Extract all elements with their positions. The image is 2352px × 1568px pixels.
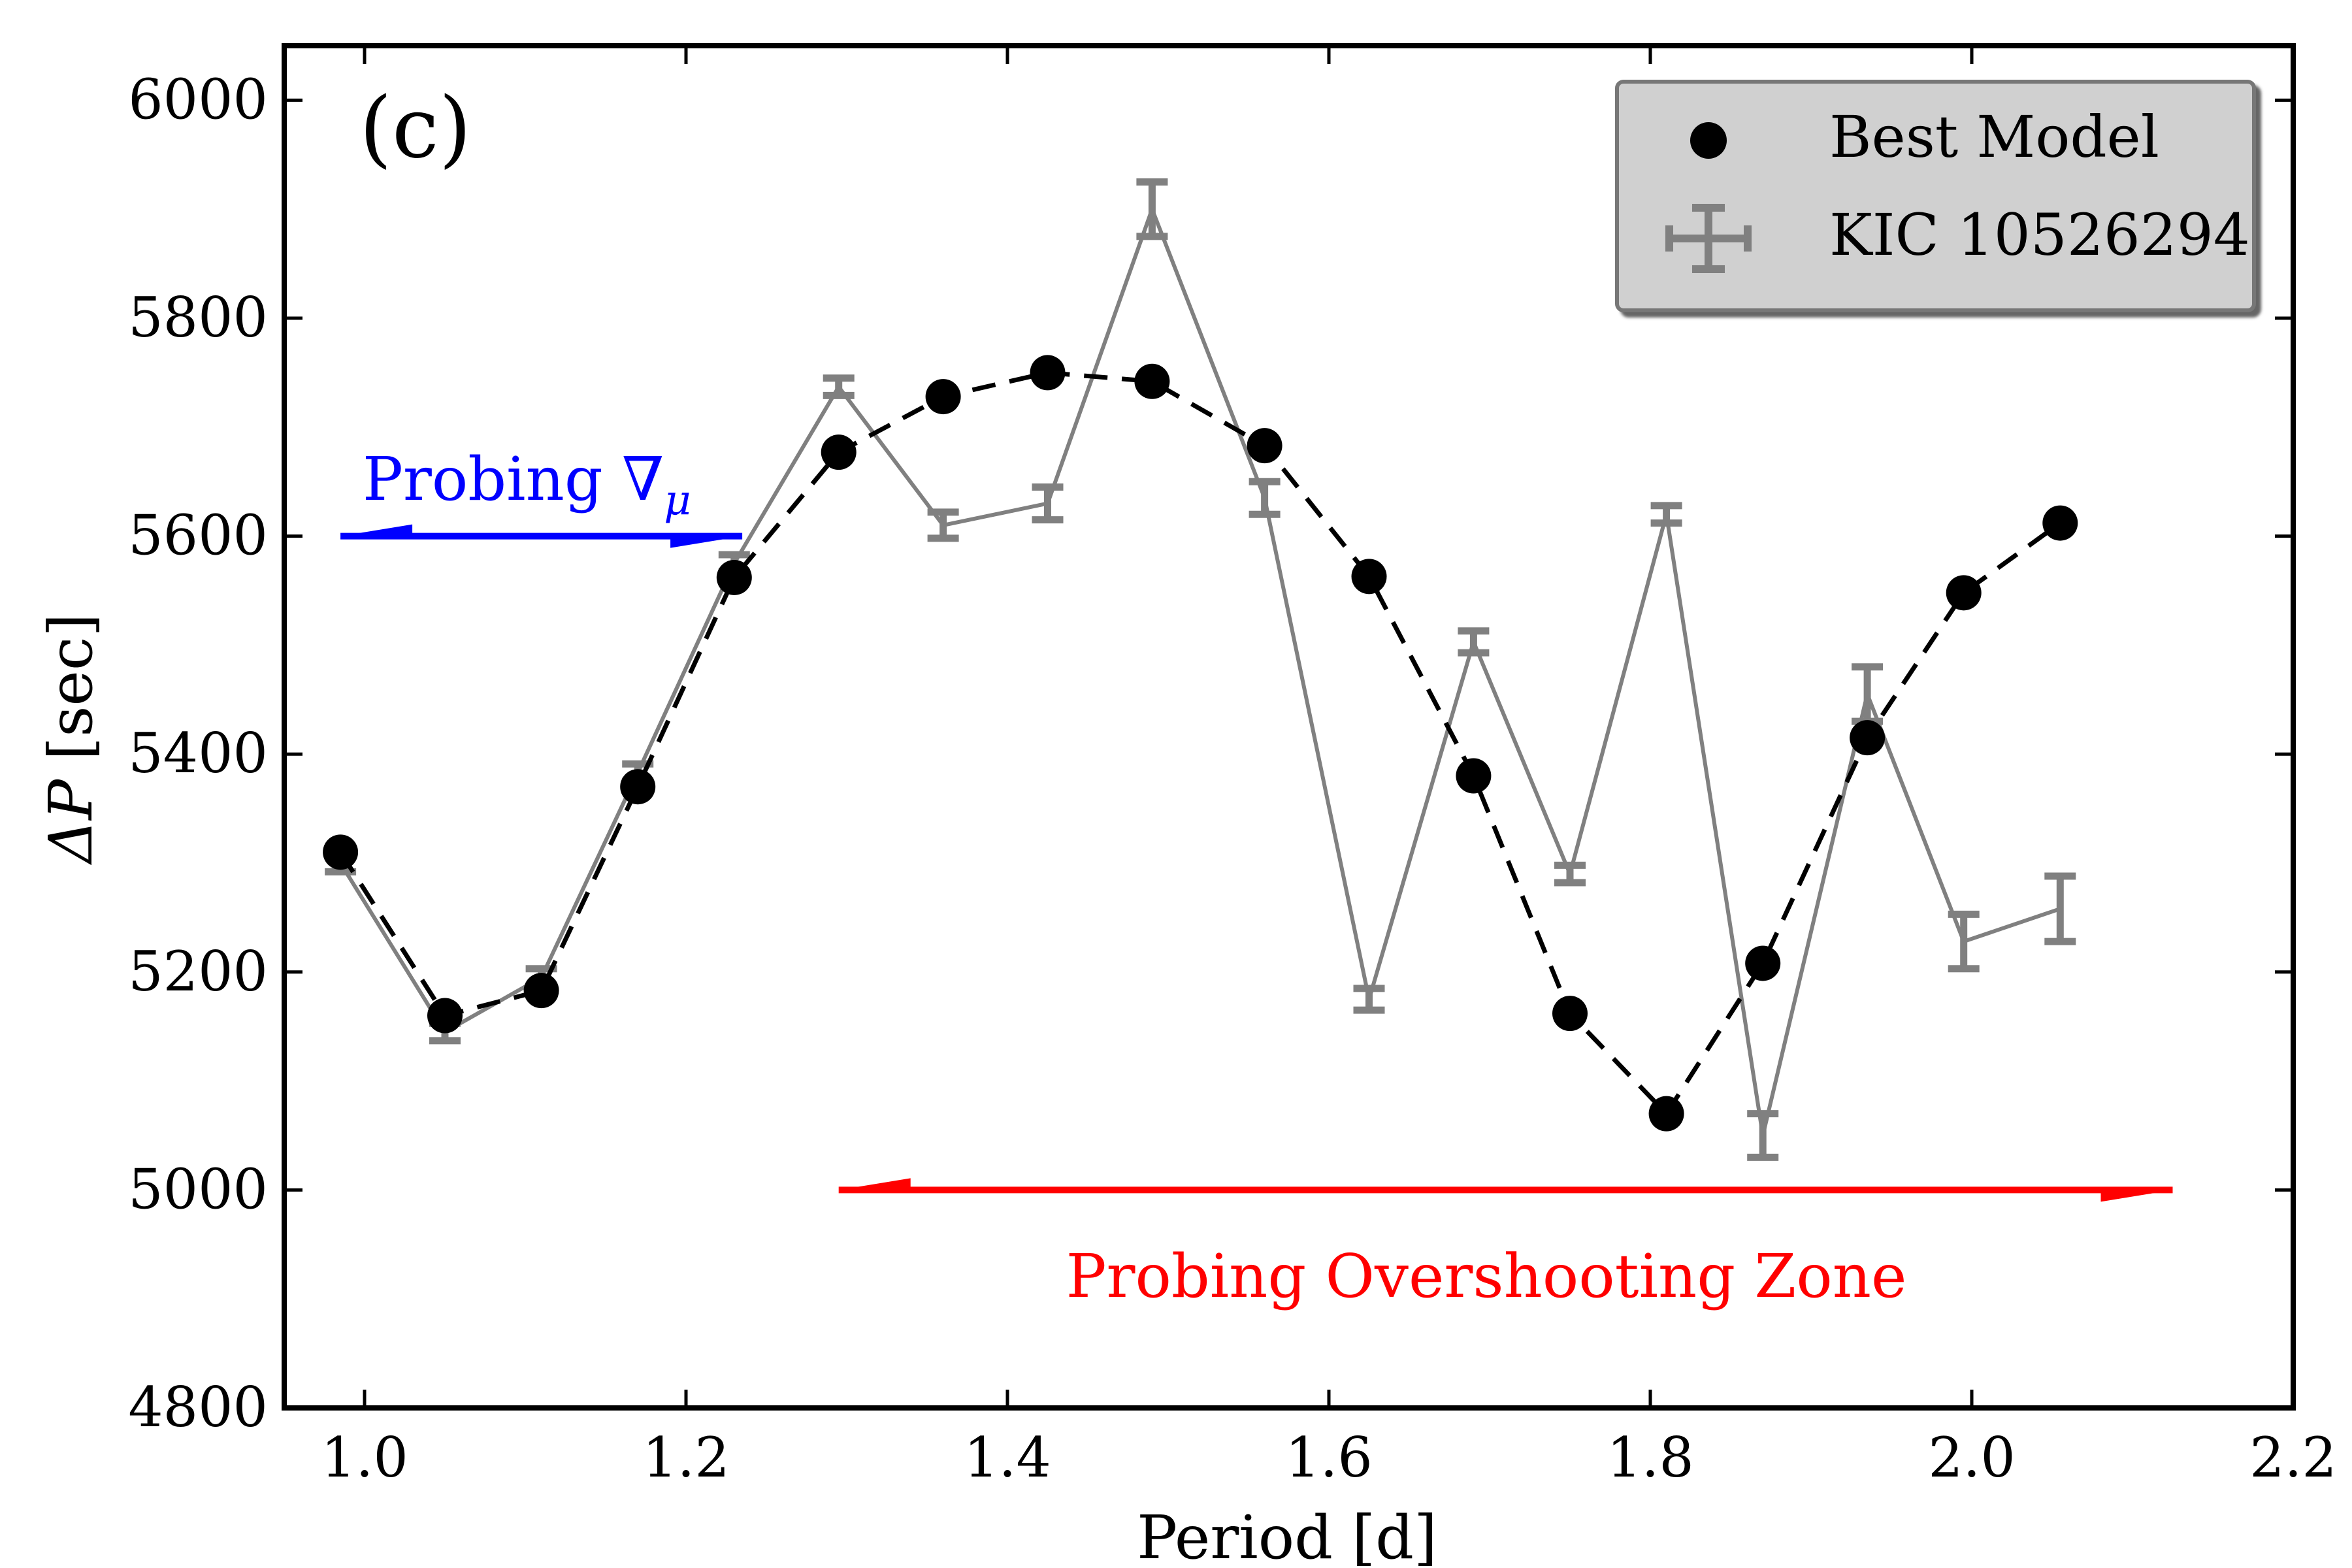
series-kic-line-end — [1963, 907, 2061, 943]
series-best-model-point — [1456, 758, 1492, 794]
series-best-model-point — [1134, 363, 1170, 399]
legend-label-kic: KIC 10526294 — [1829, 201, 2250, 269]
series-kic-errorbar — [1249, 478, 1281, 518]
series-best-model-point — [1351, 559, 1387, 595]
series-best-model-point — [323, 834, 359, 870]
x-axis-label: Period [d] — [1137, 1503, 1437, 1568]
arrow-overshooting-zone-head-left — [838, 1178, 911, 1190]
series-kic-errorbar — [1032, 483, 1064, 524]
annotation-probing-mu: Probing ∇μ — [363, 444, 691, 525]
plot-frame — [282, 43, 2296, 1411]
x-tick-label: 2.2 — [2249, 1426, 2337, 1490]
y-tick-label: 5000 — [128, 1157, 268, 1221]
y-axis-label-symbol: ΔP — [36, 778, 106, 865]
y-axis-label: ΔP [sec] — [36, 613, 106, 866]
x-tick-label: 1.8 — [1607, 1426, 1694, 1490]
annotation-probing-mu-subscript: μ — [664, 476, 691, 525]
series-kic-errorbar — [1747, 1110, 1779, 1161]
series-best-model-point — [523, 973, 559, 1009]
x-tick-label: 1.6 — [1285, 1426, 1373, 1490]
panel-label: (c) — [359, 80, 472, 177]
series-kic-errorbar — [1948, 910, 1980, 973]
annotation-overshooting-zone: Probing Overshooting Zone — [1066, 1241, 1907, 1311]
series-best-model-point — [1030, 355, 1066, 391]
legend-box — [1615, 80, 2256, 312]
series-kic-errorbar — [1136, 178, 1168, 240]
series-best-model-point — [1745, 945, 1781, 981]
legend: Best Model KIC 10526294 — [1615, 80, 2256, 312]
series-best-model-point — [1247, 428, 1282, 464]
legend-marker-best-model — [1690, 122, 1727, 159]
series-best-model-point — [427, 998, 463, 1034]
y-tick-label: 4800 — [128, 1375, 268, 1439]
series-kic-errorbar — [2044, 872, 2076, 945]
annotation-probing-mu-text: Probing ∇ — [363, 444, 664, 514]
y-tick-label: 5800 — [128, 286, 268, 350]
y-tick-label: 5600 — [128, 504, 268, 568]
series-best-model-point — [716, 559, 752, 595]
arrow-overshooting-zone-head-right — [2100, 1190, 2173, 1202]
legend-marker-kic — [1665, 204, 1752, 273]
series-best-model-point — [1946, 575, 1982, 611]
series-best-model-point — [925, 379, 961, 415]
series-kic-errorbar — [927, 508, 959, 542]
tick-layer: 1.0 1.2 1.4 1.6 1.8 2.0 2.2 4800 5000 5200 5400 560… — [128, 46, 2337, 1490]
series-kic-errorbar — [1458, 627, 1490, 657]
legend-label-best-model: Best Model — [1829, 103, 2159, 171]
arrow-probing-mu-head-right — [670, 536, 743, 548]
series-kic-errorbar — [1353, 985, 1385, 1014]
y-tick-label: 6000 — [128, 67, 268, 131]
arrow-probing-mu-head-left — [340, 524, 413, 536]
series-kic-errorbar — [823, 374, 855, 399]
series-best-model-point — [2042, 505, 2078, 541]
x-tick-label: 2.0 — [1928, 1426, 2016, 1490]
x-tick-label: 1.0 — [321, 1426, 408, 1490]
annotation-layer — [340, 524, 2173, 1202]
series-best-model-point — [821, 434, 857, 470]
data-layer — [323, 178, 2078, 1161]
series-best-model-line — [338, 370, 2062, 1118]
x-tick-label: 1.4 — [964, 1426, 1051, 1490]
series-best-model-point — [1850, 720, 1886, 756]
series-best-model-point — [1552, 996, 1588, 1032]
x-tick-label: 1.2 — [642, 1426, 730, 1490]
y-tick-label: 5400 — [128, 721, 268, 785]
series-kic-errorbar — [1650, 502, 1682, 527]
series-best-model-point — [1648, 1096, 1684, 1132]
y-axis-label-unit: [sec] — [36, 613, 106, 779]
series-best-model-point — [620, 769, 656, 805]
y-tick-label: 5200 — [128, 939, 268, 1004]
series-kic-errorbar — [1554, 861, 1586, 887]
